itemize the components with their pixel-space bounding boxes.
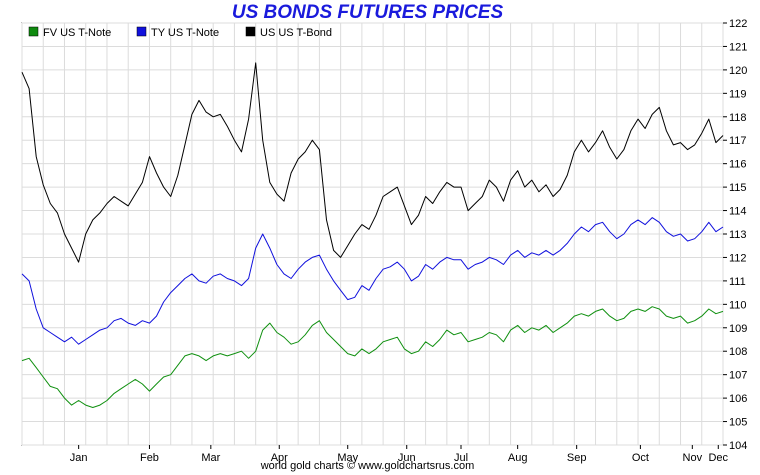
x-axis-ticks: Jan Feb Mar Apr May Jun Jul Aug Sep Oct Nov Dec bbox=[70, 445, 729, 464]
x-tick-label-jun: Jun bbox=[398, 452, 416, 464]
y-tick-label: 106 bbox=[729, 393, 747, 405]
series-lines bbox=[21, 62, 724, 408]
y-tick-label: 104 bbox=[729, 440, 747, 452]
x-tick-label-may: May bbox=[337, 452, 358, 464]
y-tick-label: 115 bbox=[729, 182, 747, 194]
x-tick-label-feb: Feb bbox=[140, 452, 159, 464]
legend-label-us: US US T-Bond bbox=[260, 27, 332, 39]
y-tick-label: 107 bbox=[729, 370, 747, 382]
legend-swatch-fv bbox=[28, 26, 39, 37]
series-line-1 bbox=[21, 217, 724, 345]
legend-label-fv: FV US T-Note bbox=[43, 27, 111, 39]
y-tick-label: 117 bbox=[729, 135, 747, 147]
x-tick-label-dec: Dec bbox=[708, 452, 728, 464]
y-tick-label: 105 bbox=[729, 417, 747, 429]
y-tick-label: 113 bbox=[729, 229, 747, 241]
y-tick-label: 108 bbox=[729, 346, 747, 358]
x-tick-label-oct: Oct bbox=[632, 452, 649, 464]
x-tick-label-sep: Sep bbox=[567, 452, 587, 464]
x-tick-label-jan: Jan bbox=[70, 452, 88, 464]
legend-swatch-us bbox=[245, 26, 256, 37]
series-line-0 bbox=[21, 306, 724, 408]
legend: FV US T-Note TY US T-Note US US T-Bond bbox=[28, 26, 332, 39]
y-tick-label: 109 bbox=[729, 323, 747, 335]
legend-swatch-ty bbox=[136, 26, 147, 37]
y-tick-label: 121 bbox=[729, 41, 747, 53]
y-tick-label: 110 bbox=[729, 299, 747, 311]
x-tick-label-nov: Nov bbox=[683, 452, 703, 464]
y-tick-label: 114 bbox=[729, 206, 747, 218]
x-tick-label-apr: Apr bbox=[271, 452, 288, 464]
y-tick-label: 111 bbox=[729, 276, 746, 288]
chart-title: US BONDS FUTURES PRICES bbox=[231, 2, 504, 23]
y-tick-label: 118 bbox=[729, 112, 747, 124]
x-tick-label-aug: Aug bbox=[508, 452, 528, 464]
y-tick-label: 116 bbox=[729, 159, 747, 171]
y-tick-label: 120 bbox=[729, 65, 747, 77]
gridlines bbox=[21, 22, 724, 446]
y-axis-ticks: 104 105 106 107 108 109 110 111 112 113 114 115 116 1… bbox=[723, 18, 747, 452]
y-tick-label: 112 bbox=[729, 252, 747, 264]
y-tick-label: 122 bbox=[729, 18, 747, 30]
y-tick-label: 119 bbox=[729, 88, 747, 100]
chart-footer-credit: world gold charts © www.goldchartsrus.co… bbox=[260, 460, 475, 472]
x-tick-label-mar: Mar bbox=[201, 452, 220, 464]
series-line-2 bbox=[21, 62, 724, 263]
x-tick-label-jul: Jul bbox=[454, 452, 468, 464]
legend-label-ty: TY US T-Note bbox=[151, 27, 219, 39]
